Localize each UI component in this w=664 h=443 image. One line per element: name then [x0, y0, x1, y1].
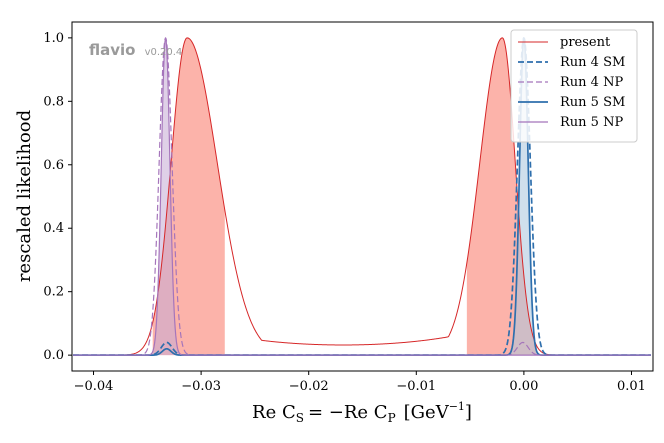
y-tick-label: 1.0 — [43, 31, 64, 46]
fill-region-series-4-0 — [149, 37, 182, 356]
fill-region-series-3-0 — [507, 37, 541, 356]
y-tick-label: 0.2 — [43, 285, 64, 300]
x-tick-label: 0.00 — [509, 379, 538, 394]
x-label-unit-close: ] — [465, 402, 472, 423]
legend-box — [510, 29, 638, 143]
watermark: flavio v0.20.4 — [89, 40, 182, 59]
series-line-run-5-np — [73, 37, 651, 356]
legend-items: present Run 4 SM Run 4 NP Run 5 SM Run 5 NP — [518, 35, 625, 130]
x-tick-label: −0.04 — [74, 379, 114, 394]
y-tick-label: 0.8 — [43, 94, 64, 109]
x-tick-label: −0.03 — [181, 379, 221, 394]
x-tick-label: −0.01 — [396, 379, 436, 394]
x-label-lhs-sub: S — [296, 411, 304, 425]
x-label-rhs-sub: P — [388, 411, 396, 425]
likelihood-curves — [72, 37, 652, 356]
y-axis-ticks: 0.0 0.2 0.4 0.6 0.8 1.0 — [43, 31, 72, 363]
y-tick-label: 0.4 — [43, 221, 64, 236]
x-tick-label: −0.02 — [289, 379, 329, 394]
legend-label: Run 4 NP — [560, 75, 623, 90]
y-tick-label: 0.0 — [43, 348, 64, 363]
y-axis-label: rescaled likelihood — [14, 110, 35, 282]
fill-regions — [149, 37, 541, 356]
legend-label: Run 5 SM — [560, 95, 625, 110]
x-label-unit: [GeV — [404, 402, 450, 423]
legend: present Run 4 SM Run 4 NP Run 5 SM Run 5 NP — [510, 29, 638, 143]
svg-text:flavio v0.20.4: flavio v0.20.4 — [89, 40, 182, 59]
x-label-eq: = −Re C — [308, 402, 388, 423]
x-tick-label: 0.01 — [617, 379, 646, 394]
legend-label: Run 5 NP — [560, 115, 623, 130]
plot-frame — [71, 21, 654, 372]
legend-label: present — [560, 35, 611, 50]
watermark-version: v0.20.4 — [145, 47, 183, 58]
x-label-lhs: Re C — [252, 402, 296, 423]
x-axis-ticks: −0.04 −0.03 −0.02 −0.01 0.00 0.01 — [74, 371, 646, 394]
y-tick-label: 0.6 — [43, 158, 64, 173]
legend-label: Run 4 SM — [560, 55, 625, 70]
watermark-name: flavio — [89, 41, 135, 59]
x-label-unit-sup: −1 — [449, 400, 465, 413]
x-axis-label: Re CS = −Re CP [GeV−1] — [252, 400, 472, 425]
